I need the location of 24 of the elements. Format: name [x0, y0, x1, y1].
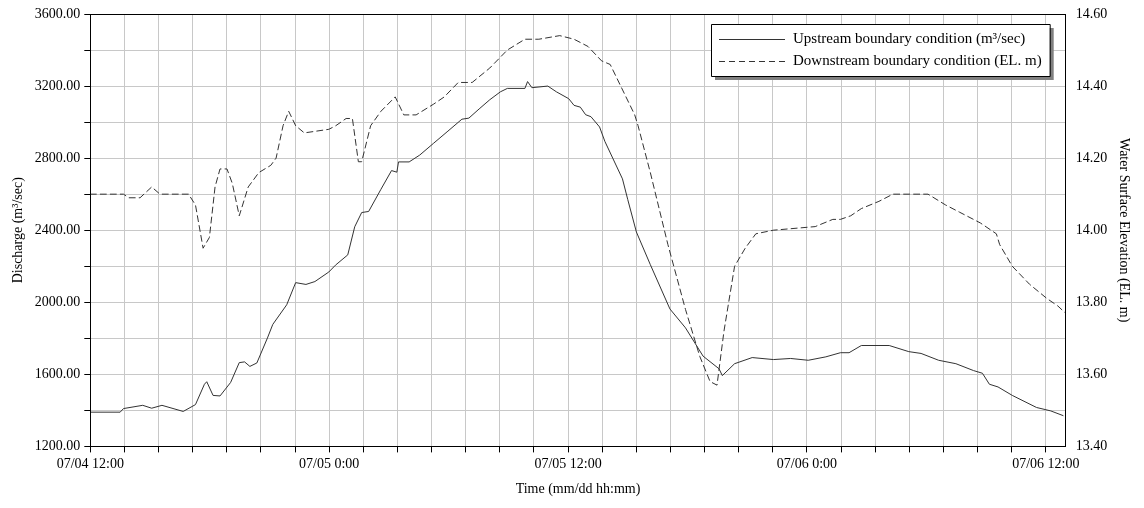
- x-tick-label: 07/04 12:00: [56, 456, 124, 472]
- x-tick-label: 07/05 0:00: [299, 456, 360, 472]
- y2-tick-label: 14.60: [1075, 5, 1108, 21]
- y-tick-label: 3200.00: [34, 77, 81, 93]
- x-axis-title: Time (mm/dd hh:mm): [515, 481, 641, 498]
- y-tick-label: 3600.00: [34, 5, 81, 21]
- y-tick-label: 2000.00: [34, 293, 81, 309]
- y-tick-label: 1200.00: [34, 438, 81, 454]
- y-tick-label: 2400.00: [34, 221, 81, 237]
- legend-label: Downstream boundary condition (EL. m): [793, 51, 1042, 69]
- y2-tick-label: 14.20: [1075, 149, 1108, 165]
- x-tick-label: 07/06 12:00: [1012, 456, 1080, 472]
- y-tick-label: 2800.00: [34, 149, 81, 165]
- y-axis-title: Discharge (m³/sec): [10, 176, 27, 284]
- y2-tick-label: 13.60: [1075, 366, 1108, 382]
- y2-tick-label: 14.40: [1075, 77, 1108, 93]
- x-tick-label: 07/06 0:00: [776, 456, 838, 472]
- y-tick-label: 1600.00: [34, 366, 81, 382]
- legend-label: Upstream boundary condition (m³/sec): [793, 29, 1026, 47]
- y2-axis-title: Water Surface Elevation (EL. m): [1115, 138, 1132, 323]
- y2-tick-label: 14.00: [1075, 221, 1108, 237]
- y2-tick-label: 13.40: [1075, 438, 1108, 454]
- y2-tick-label: 13.80: [1075, 293, 1108, 309]
- x-tick-label: 07/05 12:00: [534, 456, 602, 472]
